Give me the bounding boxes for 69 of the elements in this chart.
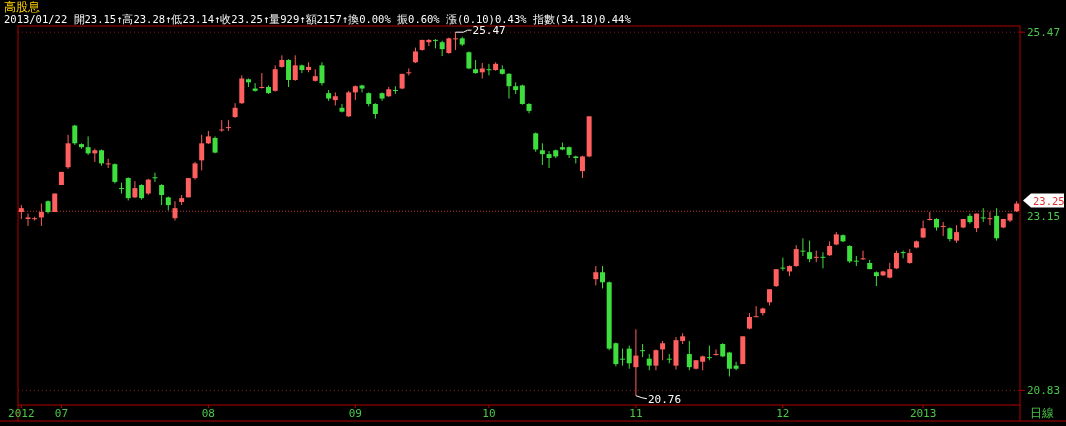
candlestick: [893, 250, 899, 270]
candlestick: [600, 265, 605, 289]
chart-subtitle: 2013/01/22 開23.15↑高23.28↑低23.14↑收23.25↑量929↑額2157↑換0.00% 振0.60% 漲(0.10)0.43% 指數(34.18)0.44%: [4, 13, 632, 25]
candlestick: [279, 54, 285, 69]
candlestick: [219, 119, 225, 133]
candlestick: [940, 221, 946, 237]
candlestick: [339, 103, 345, 113]
candlestick: [686, 340, 692, 371]
candlestick: [820, 251, 826, 269]
candlestick: [119, 182, 125, 194]
candlestick: [660, 340, 666, 361]
candlestick: [927, 211, 933, 222]
candlestick: [225, 119, 231, 132]
x-tick-label: 07: [54, 407, 69, 420]
candlestick: [713, 348, 719, 357]
candlestick: [112, 162, 118, 184]
candlestick: [132, 180, 138, 199]
candlestick: [626, 345, 632, 370]
candlestick: [900, 250, 906, 259]
ref-line-label: 23.15: [1027, 210, 1061, 224]
candlestick: [807, 240, 813, 263]
candlestick: [38, 203, 44, 227]
text: 23.25: [1033, 194, 1065, 207]
candlestick: [286, 58, 292, 88]
candlestick: [620, 348, 626, 367]
x-tick-label: 12: [776, 407, 790, 420]
candlestick: [753, 305, 759, 318]
candlestick: [159, 183, 165, 206]
x-tick-label: 2012: [8, 407, 35, 420]
candlestick: [987, 211, 993, 226]
candlestick: [65, 134, 71, 170]
candlestick: [506, 72, 512, 100]
y-tick-label: 20.83: [1027, 384, 1061, 398]
candlestick: [539, 142, 545, 166]
candlestick: [733, 361, 739, 371]
candlestick: [152, 172, 158, 183]
annotation: 25.47: [472, 24, 506, 38]
candlestick: [292, 54, 298, 82]
candlestick: [72, 124, 78, 146]
candlestick: [994, 207, 1000, 242]
candlestick: [800, 237, 806, 257]
candlestick: [726, 351, 732, 377]
annotation: 20.76: [647, 392, 682, 406]
candlestick: [319, 61, 325, 86]
candlestick: [85, 135, 91, 156]
candlestick: [653, 348, 659, 371]
candlestick: [593, 265, 599, 286]
text: 日線: [1030, 406, 1054, 420]
candlestick: [780, 257, 786, 272]
candlestick: [272, 64, 278, 93]
candlestick: [793, 244, 799, 268]
candlestick: [199, 134, 205, 171]
candlestick: [259, 72, 265, 90]
candlestick: [853, 255, 859, 267]
candlestick: [633, 328, 639, 397]
candlestick: [486, 63, 492, 76]
x-tick-label: 09: [348, 407, 362, 420]
candlestick: [125, 176, 131, 201]
x-tick-label: 10: [482, 407, 496, 420]
x-tick-label: 08: [201, 407, 216, 420]
candlestick: [346, 90, 352, 118]
candlestick: [980, 207, 986, 223]
candlestick: [172, 200, 178, 222]
candlestick: [453, 31, 459, 51]
x-tick-label: 11: [629, 407, 643, 420]
x-tick-label: 2013: [909, 407, 937, 420]
candlestick: [860, 250, 866, 261]
candlestick: [640, 343, 646, 358]
chart-title: 高股息: [4, 0, 40, 14]
